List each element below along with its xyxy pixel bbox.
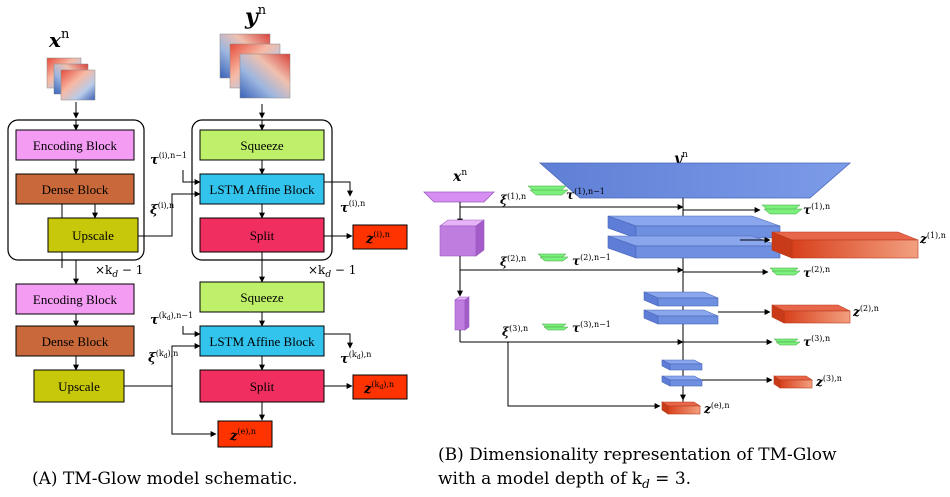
caption-b-line1: (B) Dimensionality representation of TM-… xyxy=(438,445,837,465)
encoding-block-1-label: Encoding Block xyxy=(33,138,118,153)
b-tau-2-prev-label: τ(2),n−1 xyxy=(572,253,611,268)
b-xi-1-label: ξ(1),n xyxy=(500,192,526,207)
repeat-label-left: ×kd − 1 xyxy=(95,263,143,280)
z-i-output xyxy=(352,224,408,250)
lstm-affine-block-1-label: LSTM Affine Block xyxy=(209,182,315,197)
tau-1-out-stack xyxy=(761,204,803,215)
tau-i-out-label: τ(i),n xyxy=(340,199,365,216)
b-tau-2-label: τ(2),n xyxy=(803,265,830,280)
z-e-label: z(e),n xyxy=(229,427,256,444)
input-field-stack xyxy=(46,57,96,101)
encoding-block-1 xyxy=(15,129,135,161)
caption-a: (A) TM-Glow model schematic. xyxy=(32,469,297,489)
upscale-block-1-label: Upscale xyxy=(72,228,114,243)
b-tau-3-prev-label: τ(3),n−1 xyxy=(572,320,611,335)
b-y-label: yn xyxy=(673,150,688,167)
b-z-2-label: z(2),n xyxy=(852,304,879,319)
upscale-block-2 xyxy=(33,369,125,403)
tau-i-prev-label: τ(i),n−1 xyxy=(150,151,187,168)
encoding-block-2-label: Encoding Block xyxy=(33,292,118,307)
b-tau-1-prev-label: τ(1),n−1 xyxy=(566,187,605,202)
split-block-2-label: Split xyxy=(250,379,275,394)
tau-2-prev-stack xyxy=(537,253,569,262)
level-1-blue-stack xyxy=(607,215,781,259)
encoding-block-2 xyxy=(15,283,135,315)
b-x-label: xn xyxy=(452,168,467,185)
input-x-label: xn xyxy=(48,27,70,52)
dense-block-2 xyxy=(15,325,135,357)
caption-b-line2: with a model depth of kd = 3. xyxy=(438,469,691,491)
z-kd-output xyxy=(352,374,408,400)
repeat-label-right: ×kd − 1 xyxy=(308,263,356,280)
tau-kd-prev-label: τ(kd),n−1 xyxy=(150,311,193,328)
dense-block-1 xyxy=(15,173,135,205)
z-e-output xyxy=(217,420,273,448)
tau-2-out-stack xyxy=(769,267,801,276)
b-tau-3-label: τ(3),n xyxy=(803,334,830,349)
dense-block-2-label: Dense Block xyxy=(42,334,109,349)
upscale-block-1 xyxy=(47,217,139,253)
z-3-slab xyxy=(773,375,813,389)
b-tau-1-label: τ(1),n xyxy=(803,202,830,217)
tau-3-out-stack xyxy=(773,338,801,346)
level-2-blue-stack xyxy=(643,291,719,325)
dense-block-1-label: Dense Block xyxy=(42,182,109,197)
y-input-plane xyxy=(538,162,852,199)
b-z-1-label: z(1),n xyxy=(919,231,946,246)
squeeze-block-1 xyxy=(199,129,325,161)
xi-kd-label: ξ(kd),n xyxy=(148,349,178,366)
b-xi-3-label: ξ(3),n xyxy=(502,324,528,339)
squeeze-block-2 xyxy=(199,281,325,313)
tau-1-prev-stack xyxy=(527,185,569,196)
b-xi-2-label: ξ(2),n xyxy=(500,254,526,269)
z-kd-label: z(kd),n xyxy=(363,380,394,397)
x-encoded-cube-2 xyxy=(454,296,470,331)
x-input-plane xyxy=(423,191,495,203)
z-1-slab xyxy=(771,231,919,259)
squeeze-block-1-label: Squeeze xyxy=(240,138,284,153)
split-block-1-label: Split xyxy=(250,228,275,243)
tau-3-prev-stack xyxy=(541,323,569,331)
level-3-blue-stack xyxy=(661,359,703,387)
output-field-stack xyxy=(219,33,291,99)
x-encoded-cube-1 xyxy=(439,219,485,257)
z-e-slab xyxy=(661,401,701,415)
lstm-affine-block-2-label: LSTM Affine Block xyxy=(209,334,315,349)
panel-a-schematic: xn yn Encoding Block Dense Block Upscale xyxy=(7,3,408,489)
tau-kd-out-label: τ(kd),n xyxy=(340,350,371,367)
lstm-affine-block-1 xyxy=(199,173,325,205)
upscale-block-2-label: Upscale xyxy=(58,379,100,394)
z-2-slab xyxy=(771,304,851,324)
split-block-2 xyxy=(199,369,325,403)
b-z-e-label: z(e),n xyxy=(703,401,730,416)
b-z-3-label: z(3),n xyxy=(815,374,842,389)
xi-i-label: ξ(i),n xyxy=(150,201,174,218)
output-y-label: yn xyxy=(244,3,267,30)
split-block-1 xyxy=(199,217,325,253)
z-i-label: z(i),n xyxy=(365,230,390,247)
squeeze-block-2-label: Squeeze xyxy=(240,290,284,305)
lstm-affine-block-2 xyxy=(199,325,325,357)
panel-b-dimensionality: yn xn τ(1),n−1 ξ(1),n τ(1),n xyxy=(423,150,946,491)
